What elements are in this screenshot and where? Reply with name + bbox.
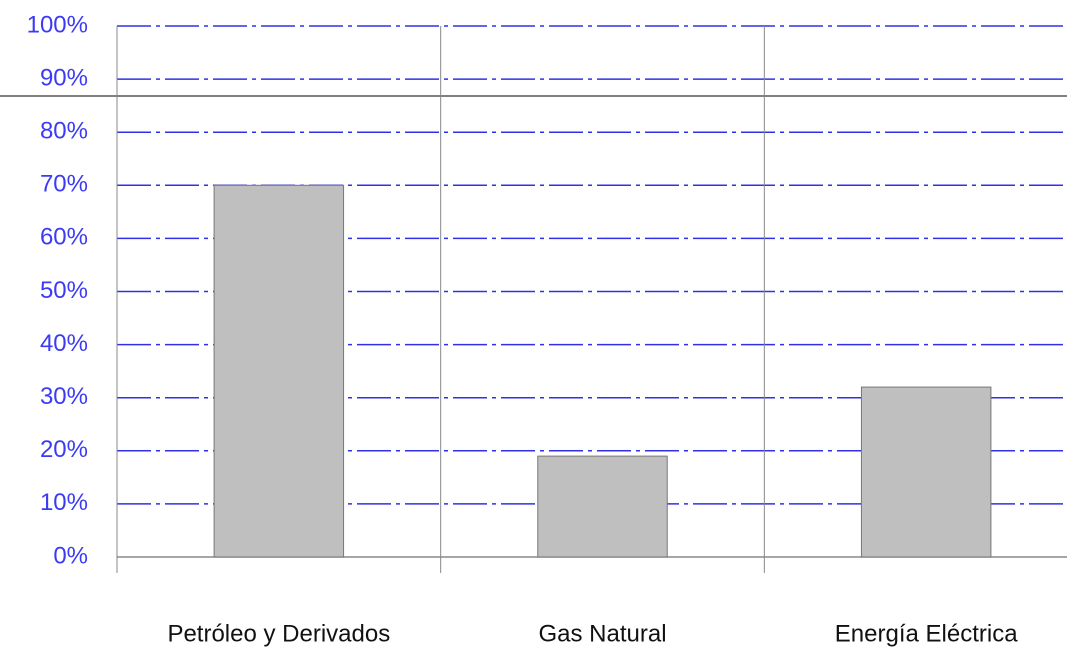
bar	[860, 386, 992, 558]
y-tick-label: 50%	[40, 277, 88, 304]
bar	[213, 184, 345, 558]
y-tick-label: 90%	[40, 64, 88, 91]
x-tick-label: Gas Natural	[538, 620, 666, 647]
y-tick-label: 70%	[40, 171, 88, 198]
y-tick-label: 10%	[40, 489, 88, 516]
y-tick-label: 100%	[27, 11, 88, 38]
y-tick-label: 40%	[40, 330, 88, 357]
y-tick-label: 30%	[40, 383, 88, 410]
x-tick-label: Energía Eléctrica	[835, 620, 1018, 647]
y-tick-label: 80%	[40, 118, 88, 145]
y-tick-label: 0%	[53, 542, 88, 569]
y-tick-label: 20%	[40, 436, 88, 463]
x-tick-label: Petróleo y Derivados	[167, 620, 390, 647]
bar	[537, 455, 668, 558]
y-tick-label: 60%	[40, 224, 88, 251]
